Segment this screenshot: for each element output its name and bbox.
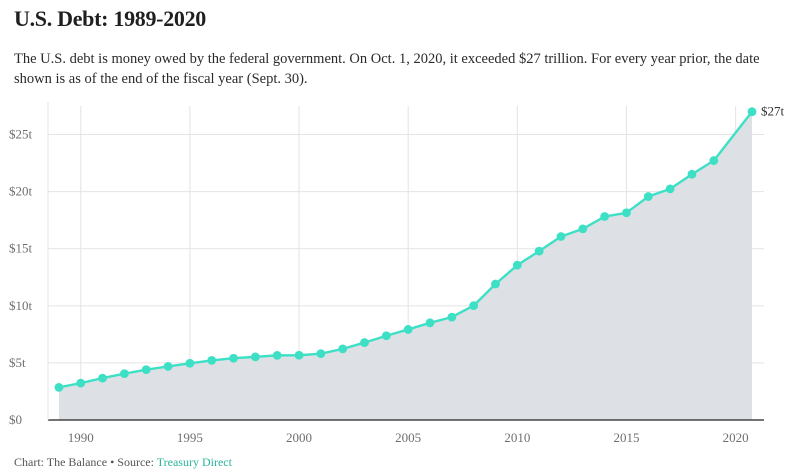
end-value-label: $27t bbox=[761, 104, 785, 119]
y-tick-label: $25t bbox=[9, 127, 33, 142]
data-point bbox=[141, 365, 151, 375]
data-point bbox=[76, 378, 86, 388]
data-point bbox=[491, 279, 500, 289]
data-point bbox=[338, 344, 348, 354]
data-point bbox=[600, 212, 610, 221]
x-tick-label: 2020 bbox=[723, 430, 749, 445]
data-point bbox=[747, 107, 757, 117]
y-tick-label: $5t bbox=[9, 355, 26, 370]
x-tick-label: 2015 bbox=[613, 430, 639, 445]
data-point bbox=[643, 192, 653, 201]
data-point bbox=[229, 353, 238, 363]
data-point bbox=[469, 301, 479, 310]
data-point bbox=[556, 232, 566, 241]
source-link[interactable]: Treasury Direct bbox=[156, 455, 232, 469]
data-points bbox=[54, 107, 757, 392]
footer-credit: Chart: The Balance • Source: bbox=[14, 455, 157, 469]
y-tick-label: $20t bbox=[9, 184, 33, 199]
data-point bbox=[316, 349, 326, 359]
data-point bbox=[120, 369, 129, 379]
chart-subtitle: The U.S. debt is money owed by the feder… bbox=[14, 51, 760, 87]
data-point bbox=[425, 318, 435, 328]
data-point bbox=[534, 246, 544, 256]
x-tick-label: 2010 bbox=[504, 430, 530, 445]
debt-area bbox=[58, 111, 752, 420]
y-tick-label: $10t bbox=[9, 298, 33, 313]
data-point bbox=[360, 338, 369, 347]
data-point bbox=[207, 355, 217, 365]
x-tick-label: 2000 bbox=[286, 430, 312, 445]
y-tick-label: $0 bbox=[9, 412, 22, 427]
data-point bbox=[250, 352, 260, 362]
data-point bbox=[294, 350, 304, 360]
data-point bbox=[381, 331, 391, 341]
data-point bbox=[272, 350, 282, 360]
chart-footer: Chart: The Balance • Source: Treasury Di… bbox=[14, 455, 232, 470]
data-point bbox=[447, 312, 457, 322]
x-tick-label: 1990 bbox=[68, 430, 94, 445]
data-point bbox=[54, 382, 64, 392]
x-tick-label: 1995 bbox=[177, 430, 203, 445]
data-point bbox=[578, 224, 588, 234]
chart-title: U.S. Debt: 1989-2020 bbox=[14, 6, 206, 31]
data-point bbox=[687, 169, 697, 179]
data-point bbox=[512, 260, 522, 270]
data-point bbox=[709, 156, 719, 165]
area-fill bbox=[58, 111, 752, 420]
data-point bbox=[98, 373, 107, 383]
data-point bbox=[403, 325, 413, 334]
x-tick-label: 2005 bbox=[395, 430, 421, 445]
data-point bbox=[163, 362, 173, 371]
data-point bbox=[185, 358, 195, 368]
data-point bbox=[622, 208, 631, 218]
y-tick-label: $15t bbox=[9, 241, 33, 256]
tick-labels: $0 $5t $10t $15t $20t $25t 1990 1995 2000 2005 201… bbox=[9, 104, 784, 445]
axes bbox=[47, 102, 764, 421]
data-point bbox=[665, 184, 675, 194]
